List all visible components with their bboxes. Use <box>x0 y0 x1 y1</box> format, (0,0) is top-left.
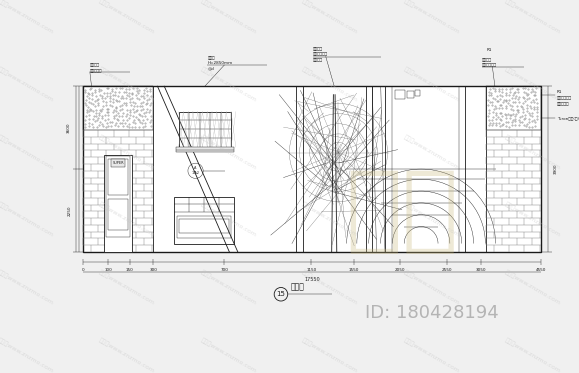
Bar <box>486 86 541 130</box>
Text: R1: R1 <box>556 90 562 94</box>
Bar <box>177 216 231 238</box>
Text: 3600: 3600 <box>67 122 71 133</box>
Text: 知本网www.znzmo.com: 知本网www.znzmo.com <box>504 0 562 35</box>
Text: 知本网www.znzmo.com: 知本网www.znzmo.com <box>402 66 460 103</box>
Text: 知本网www.znzmo.com: 知本网www.znzmo.com <box>301 0 359 35</box>
Text: 知本网www.znzmo.com: 知本网www.znzmo.com <box>402 201 460 238</box>
Text: 4550: 4550 <box>536 268 547 272</box>
Text: 知本网www.znzmo.com: 知本网www.znzmo.com <box>301 201 359 238</box>
Bar <box>83 86 153 130</box>
Text: 乳胶漆饰面: 乳胶漆饰面 <box>556 102 569 106</box>
Text: 知本网www.znzmo.com: 知本网www.znzmo.com <box>0 269 54 306</box>
Text: 知本网www.znzmo.com: 知本网www.znzmo.com <box>301 134 359 170</box>
Bar <box>83 86 153 252</box>
Text: 知本网www.znzmo.com: 知本网www.znzmo.com <box>0 201 54 238</box>
Text: 知本网www.znzmo.com: 知本网www.znzmo.com <box>199 0 258 35</box>
Text: 3900: 3900 <box>554 164 557 174</box>
Bar <box>176 147 233 152</box>
Bar <box>395 90 405 99</box>
Bar <box>407 91 414 98</box>
Text: SUPER: SUPER <box>112 161 124 165</box>
Text: 知本网www.znzmo.com: 知本网www.znzmo.com <box>504 269 562 306</box>
Text: 知本网www.znzmo.com: 知本网www.znzmo.com <box>98 201 156 238</box>
Text: 100: 100 <box>105 268 112 272</box>
Text: 知本网www.znzmo.com: 知本网www.znzmo.com <box>301 337 359 373</box>
Text: 17550: 17550 <box>305 278 320 282</box>
Text: 3050: 3050 <box>475 268 486 272</box>
Bar <box>83 86 541 252</box>
Text: 铁艺装饰构件: 铁艺装饰构件 <box>313 53 328 57</box>
Bar <box>486 86 541 252</box>
Text: 知本网www.znzmo.com: 知本网www.znzmo.com <box>199 201 258 238</box>
Text: 木栅格: 木栅格 <box>207 56 215 60</box>
Bar <box>179 112 231 147</box>
Text: 仿砖砌块墙面: 仿砖砌块墙面 <box>556 96 571 100</box>
Bar <box>385 86 466 252</box>
Text: 300: 300 <box>149 268 157 272</box>
Bar <box>179 219 229 233</box>
Bar <box>108 159 128 195</box>
Text: 2550: 2550 <box>441 268 452 272</box>
Text: 2050: 2050 <box>395 268 405 272</box>
Text: 知本网www.znzmo.com: 知本网www.znzmo.com <box>504 337 562 373</box>
Text: 知本网www.znzmo.com: 知本网www.znzmo.com <box>98 134 156 170</box>
Text: 知本网www.znzmo.com: 知本网www.znzmo.com <box>0 66 54 103</box>
Text: 知本网www.znzmo.com: 知本网www.znzmo.com <box>504 66 562 103</box>
Text: 2250: 2250 <box>67 205 71 216</box>
Text: 知本网www.znzmo.com: 知本网www.znzmo.com <box>301 66 359 103</box>
Text: 150: 150 <box>126 268 133 272</box>
Text: A
1/A2: A 1/A2 <box>192 166 200 175</box>
Text: 正立面: 正立面 <box>291 282 305 291</box>
Text: R1: R1 <box>486 48 492 52</box>
Text: ID: 180428194: ID: 180428194 <box>365 304 499 322</box>
Text: 知本网www.znzmo.com: 知本网www.znzmo.com <box>0 134 54 170</box>
Text: 知本网www.znzmo.com: 知本网www.znzmo.com <box>504 201 562 238</box>
Text: Turon油漆(黑): Turon油漆(黑) <box>556 116 578 120</box>
Text: 旋转楼梯: 旋转楼梯 <box>482 58 492 62</box>
Text: H=2850mm: H=2850mm <box>207 61 233 65</box>
Text: 知本网www.znzmo.com: 知本网www.znzmo.com <box>301 269 359 306</box>
Text: 仿锈处理: 仿锈处理 <box>313 58 323 62</box>
Text: 1550: 1550 <box>349 268 359 272</box>
Text: 知本网www.znzmo.com: 知本网www.znzmo.com <box>98 0 156 35</box>
Text: 知本网www.znzmo.com: 知本网www.znzmo.com <box>98 66 156 103</box>
Text: 知本网www.znzmo.com: 知本网www.znzmo.com <box>0 337 54 373</box>
Text: 知本网www.znzmo.com: 知本网www.znzmo.com <box>402 337 460 373</box>
Text: 知本网www.znzmo.com: 知本网www.znzmo.com <box>402 0 460 35</box>
Bar <box>174 197 233 244</box>
Text: 知本: 知本 <box>345 165 459 257</box>
Text: 知本网www.znzmo.com: 知本网www.znzmo.com <box>199 66 258 103</box>
Text: 知本网www.znzmo.com: 知本网www.znzmo.com <box>98 269 156 306</box>
Text: 知本网www.znzmo.com: 知本网www.znzmo.com <box>402 269 460 306</box>
Text: 知本网www.znzmo.com: 知本网www.znzmo.com <box>402 134 460 170</box>
Text: 700: 700 <box>221 268 228 272</box>
Bar <box>108 199 128 230</box>
Text: @d: @d <box>207 66 214 70</box>
Text: 乳胶漆饰面: 乳胶漆饰面 <box>90 69 102 73</box>
Text: 知本网www.znzmo.com: 知本网www.znzmo.com <box>199 134 258 170</box>
Bar <box>415 90 420 95</box>
Text: 铁艺楼梯栏杆: 铁艺楼梯栏杆 <box>482 63 497 67</box>
Bar <box>106 156 130 237</box>
Text: 铁艺灯组: 铁艺灯组 <box>313 47 323 51</box>
Bar <box>104 155 132 252</box>
Text: 15: 15 <box>277 291 285 297</box>
Text: 仿砖砌块: 仿砖砌块 <box>90 64 100 68</box>
Text: 知本网www.znzmo.com: 知本网www.znzmo.com <box>199 269 258 306</box>
Text: 知本网www.znzmo.com: 知本网www.znzmo.com <box>199 337 258 373</box>
Text: 知本网www.znzmo.com: 知本网www.znzmo.com <box>0 0 54 35</box>
Text: 知本网www.znzmo.com: 知本网www.znzmo.com <box>504 134 562 170</box>
Text: 0: 0 <box>82 268 85 272</box>
Text: 1150: 1150 <box>306 268 317 272</box>
Text: 知本网www.znzmo.com: 知本网www.znzmo.com <box>98 337 156 373</box>
Bar <box>111 159 125 167</box>
